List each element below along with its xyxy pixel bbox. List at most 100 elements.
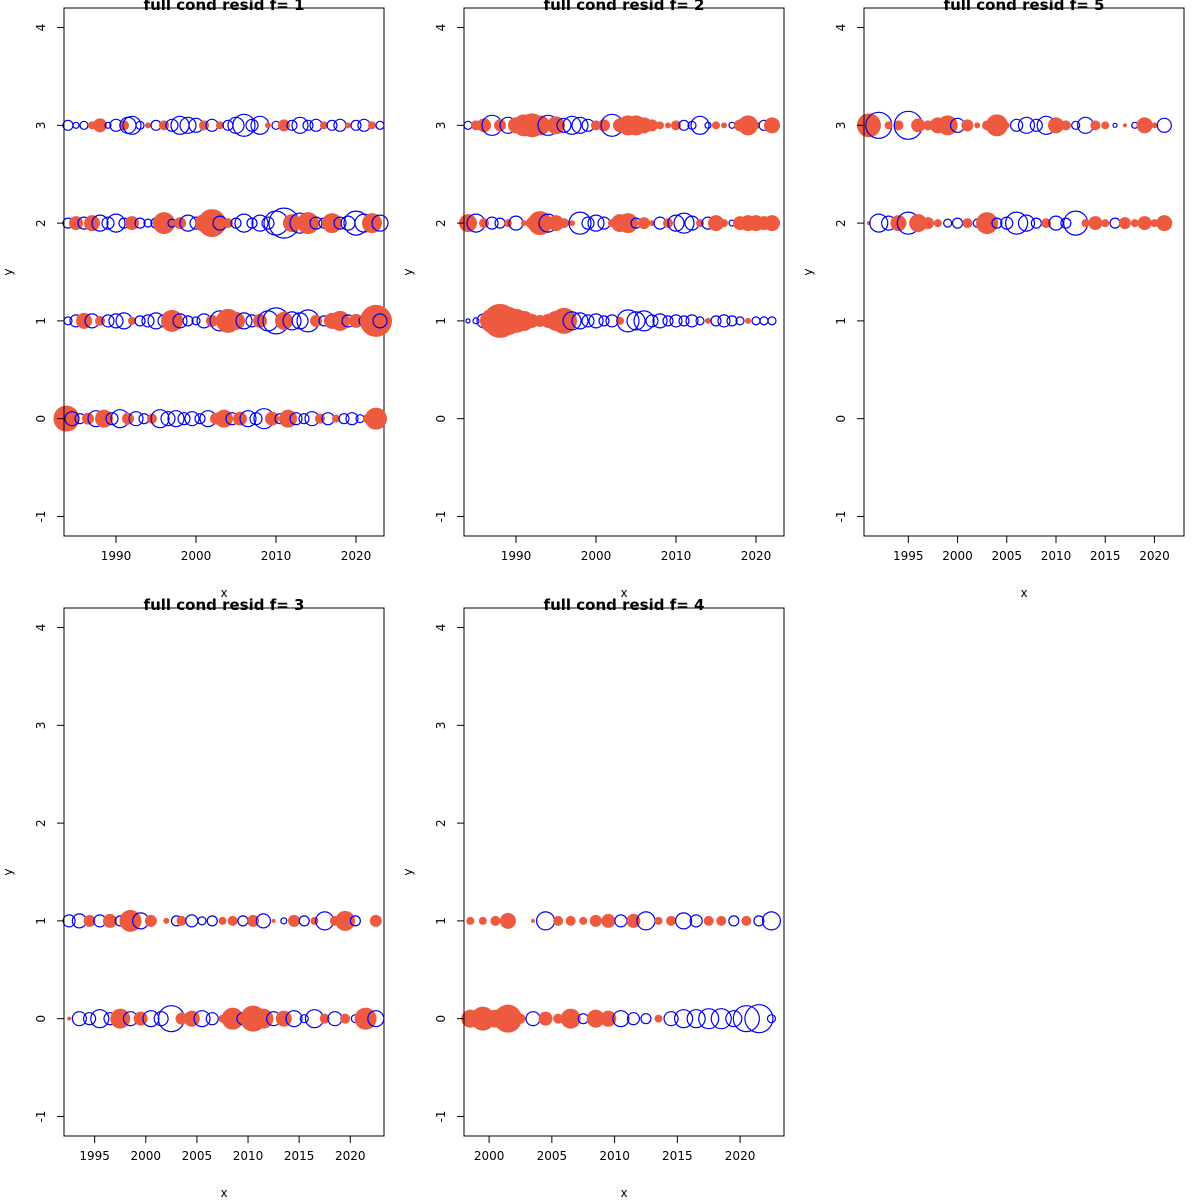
- residual-point: [108, 313, 124, 329]
- residual-point: [1048, 117, 1064, 134]
- residual-point: [176, 915, 187, 926]
- residual-point: [562, 115, 582, 135]
- residual-point: [530, 115, 550, 136]
- x-tick-label: 1995: [893, 549, 924, 563]
- residual-point: [345, 412, 359, 426]
- y-tick-label: 2: [434, 219, 448, 227]
- residual-point: [141, 314, 155, 328]
- residual-point: [161, 309, 183, 332]
- residual-point: [1112, 122, 1118, 128]
- residual-point: [198, 209, 226, 238]
- residual-point: [153, 1011, 169, 1027]
- residual-point: [466, 916, 475, 925]
- residual-point: [365, 407, 387, 430]
- residual-point: [504, 219, 512, 228]
- y-tick-label: -1: [434, 510, 448, 522]
- residual-point: [251, 214, 269, 232]
- residual-point: [345, 122, 351, 129]
- residual-point: [485, 216, 499, 230]
- residual-point: [720, 219, 728, 228]
- residual-point: [869, 213, 889, 233]
- residual-point: [83, 914, 96, 927]
- residual-point: [326, 119, 338, 131]
- residual-point: [367, 1010, 385, 1028]
- residual-point: [735, 316, 745, 326]
- plot-frame: [463, 7, 785, 537]
- residual-point: [183, 1010, 200, 1027]
- residual-point: [253, 313, 267, 328]
- residual-point: [744, 1004, 774, 1034]
- y-tick-label: 3: [34, 722, 48, 730]
- residual-point: [278, 119, 290, 132]
- residual-point: [616, 316, 624, 325]
- residual-point: [890, 215, 907, 232]
- residual-point: [553, 1013, 564, 1024]
- residual-point: [463, 120, 473, 130]
- residual-point: [638, 217, 650, 230]
- residual-point: [179, 116, 197, 134]
- residual-point: [1071, 120, 1081, 130]
- residual-point: [909, 214, 928, 233]
- residual-point: [1151, 122, 1158, 129]
- residual-point: [234, 213, 254, 233]
- residual-point: [893, 120, 904, 131]
- residual-point: [235, 312, 253, 330]
- residual-point: [191, 316, 201, 326]
- residual-point: [738, 115, 758, 136]
- residual-point: [319, 1013, 330, 1024]
- residual-point: [218, 916, 227, 925]
- residual-point: [588, 313, 604, 329]
- residual-point: [472, 317, 480, 325]
- residual-point: [1030, 217, 1042, 229]
- residual-point: [310, 314, 322, 327]
- residual-point: [291, 116, 309, 134]
- residual-point: [93, 118, 107, 133]
- residual-point: [568, 211, 592, 235]
- y-tick-label: 0: [834, 415, 848, 423]
- residual-point: [1156, 215, 1173, 232]
- residual-point: [528, 211, 552, 236]
- residual-point: [135, 120, 145, 130]
- residual-point: [703, 915, 714, 926]
- residual-point: [515, 1013, 526, 1024]
- residual-point: [265, 411, 279, 426]
- residual-point: [652, 313, 668, 329]
- residual-point: [216, 121, 224, 130]
- x-tick-label: 2000: [131, 1149, 162, 1163]
- residual-point: [298, 915, 310, 927]
- residual-point: [322, 213, 342, 234]
- residual-point: [110, 1008, 131, 1029]
- x-tick-label: 2005: [991, 549, 1022, 563]
- panel-1: 1990 2000 2010 2020 -1 0 1 2 3 4 x y full cond resid…: [1, 0, 392, 600]
- residual-point: [614, 914, 628, 928]
- plot-frame: [63, 7, 385, 537]
- residual-point: [333, 216, 347, 230]
- residual-point: [616, 309, 640, 333]
- residual-point: [565, 915, 576, 926]
- residual-point: [291, 312, 309, 330]
- residual-point: [371, 214, 389, 232]
- residual-point: [150, 409, 170, 429]
- residual-point: [591, 120, 601, 131]
- residual-point: [288, 914, 301, 927]
- residual-point: [82, 1012, 97, 1026]
- y-tick-label: -1: [834, 510, 848, 522]
- residual-point: [153, 212, 175, 235]
- residual-point: [560, 1008, 581, 1029]
- residual-point: [581, 314, 595, 328]
- residual-point: [656, 121, 664, 130]
- y-tick-label: 2: [34, 819, 48, 827]
- panel-3: 1995 2000 2005 2010 2015 2020 -1 0 1 2 3 4 x y full co…: [801, 0, 1185, 600]
- x-axis: 1995 2000 2005 2010 2015 2020: [893, 535, 1170, 563]
- residual-point: [147, 413, 157, 424]
- residual-point: [340, 215, 356, 231]
- residual-point: [494, 217, 506, 229]
- plot-frame: [63, 607, 385, 1137]
- residual-point: [297, 212, 319, 235]
- residual-point: [649, 220, 655, 227]
- plot-frame: [463, 607, 785, 1137]
- residual-point: [1122, 123, 1127, 128]
- residual-point: [490, 915, 501, 926]
- residual-point: [194, 413, 206, 425]
